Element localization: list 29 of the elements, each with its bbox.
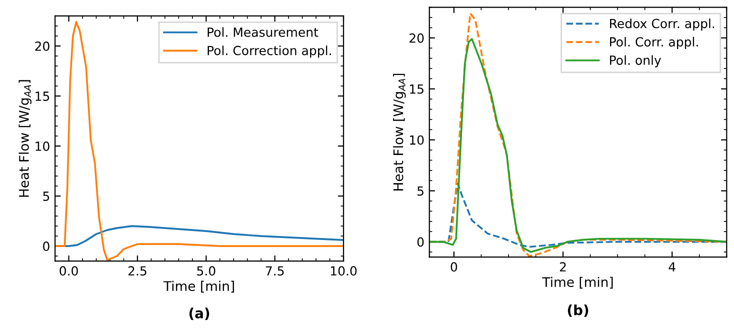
y-axis-title: Heat Flow [W/g$_{AA}$] <box>18 80 32 197</box>
x-tick-label: 0 <box>450 262 458 272</box>
text: (b) <box>568 304 588 317</box>
y-tick-label: 20 <box>35 41 50 51</box>
x-tick-label: 0.0 <box>60 266 78 276</box>
x-axis-title: Time [min] <box>542 276 613 289</box>
legend-label: Pol. Corr. appl. <box>610 36 698 50</box>
y-axis-title: Heat Flow [W/g$_{AA}$] <box>393 74 406 190</box>
y-tick-label: 15 <box>410 84 424 94</box>
x-tick-label: 2.5 <box>128 266 146 276</box>
y-tick-label: 0 <box>417 237 424 247</box>
y-tick-label: 15 <box>36 92 50 101</box>
y-tick-label: 10 <box>36 142 50 151</box>
x-axis-title: Time [min] <box>163 280 234 293</box>
x-tick-label: 7.5 <box>266 266 284 276</box>
y-tick-label: 0 <box>43 242 50 251</box>
x-tick-label: 10.0 <box>330 266 357 276</box>
legend-label: Pol. Correction appl. <box>208 46 331 58</box>
x-tick-label: 4 <box>668 262 676 272</box>
x-tick-label: 5.0 <box>197 266 216 276</box>
y-tick-label: 10 <box>410 135 424 145</box>
y-tick-label: 5 <box>43 192 50 201</box>
y-tick-label: 20 <box>410 33 424 43</box>
legend-label: Redox Corr. appl. <box>610 18 714 31</box>
legend-label: Pol. Measurement <box>208 27 318 37</box>
y-tick-label: 5 <box>418 186 424 196</box>
x-tick-label: 2 <box>560 262 566 272</box>
legend-label: Pol. only <box>610 55 662 68</box>
text: (a) <box>189 308 210 320</box>
